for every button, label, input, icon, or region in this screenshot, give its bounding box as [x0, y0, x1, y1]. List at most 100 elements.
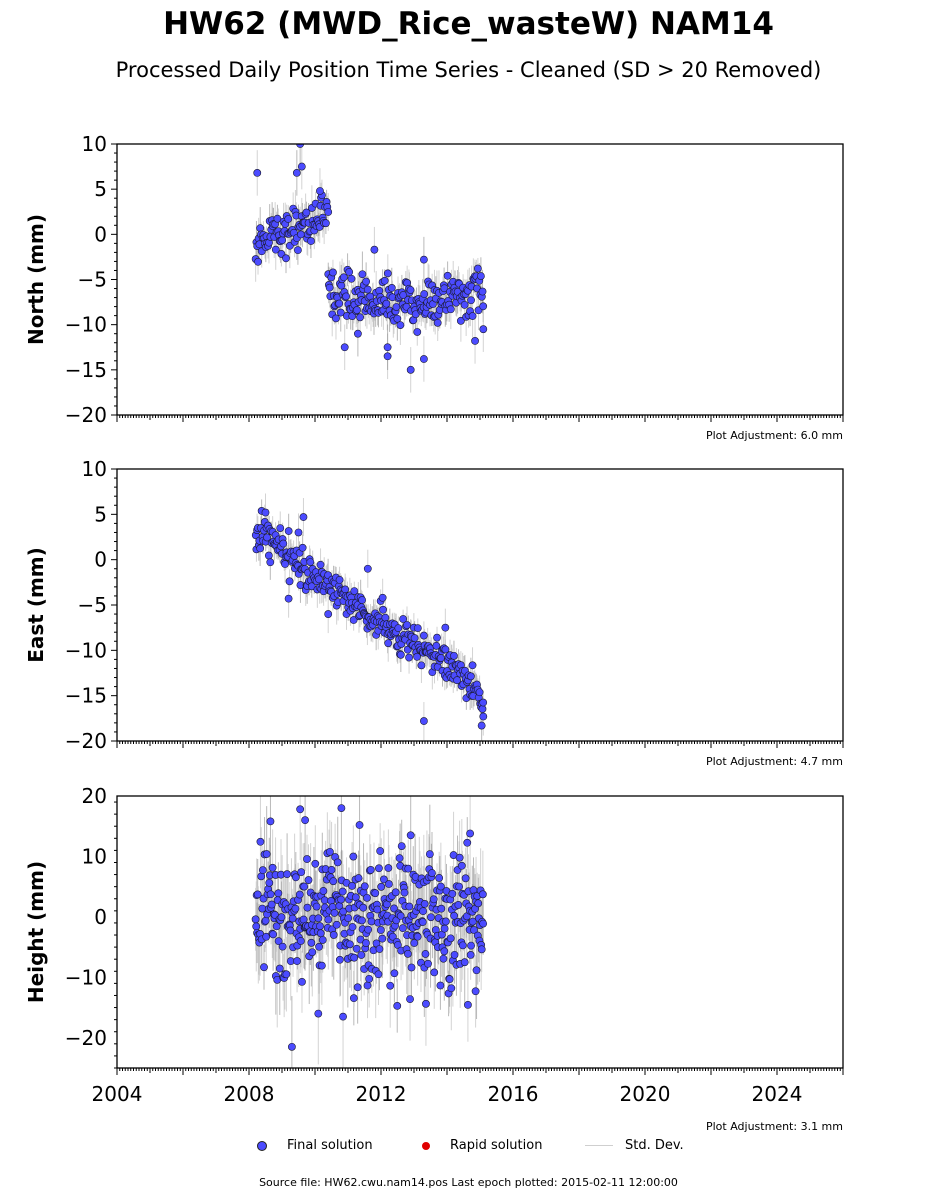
y-tick-label: 0 [94, 548, 107, 572]
data-point [314, 914, 323, 923]
data-point [455, 882, 464, 891]
data-point [477, 721, 486, 730]
data-point [316, 187, 324, 195]
data-point [413, 652, 421, 661]
data-point [325, 283, 334, 292]
data-point [261, 508, 270, 517]
data-point [268, 863, 277, 872]
data-point [413, 932, 422, 941]
legend-std: Std. Dev. [585, 1138, 684, 1153]
data-point [283, 870, 291, 879]
data-point [256, 837, 265, 846]
data-point [277, 913, 286, 922]
data-point [391, 888, 400, 897]
data-point [357, 951, 366, 959]
data-point [342, 292, 351, 301]
data-point [384, 639, 393, 648]
data-point [345, 268, 354, 276]
data-point [390, 969, 399, 978]
data-point [358, 916, 366, 925]
data-point [386, 981, 395, 990]
y-axis-label: Height (mm) [24, 861, 48, 1003]
y-tick-label: 10 [82, 132, 107, 156]
y-axis-label: North (mm) [24, 214, 48, 345]
data-point [433, 633, 441, 642]
data-point [349, 616, 358, 624]
x-tick-label: 2016 [488, 1082, 539, 1106]
data-point [479, 712, 488, 721]
data-point [297, 230, 305, 239]
x-tick-label: 2004 [92, 1082, 143, 1106]
data-point [413, 624, 422, 633]
data-point [466, 672, 475, 681]
data-point [258, 866, 267, 875]
data-point [284, 594, 293, 603]
plot-adjustment-note: Plot Adjustment: 3.1 mm [706, 1120, 843, 1133]
data-point [388, 932, 397, 941]
data-point [376, 926, 385, 934]
data-point [278, 236, 287, 245]
data-point [272, 922, 281, 931]
data-point [421, 950, 430, 958]
data-point [378, 593, 387, 602]
data-point [457, 861, 466, 870]
data-point [296, 805, 305, 814]
data-point [385, 880, 393, 888]
data-point [267, 900, 276, 909]
legend-std-label: Std. Dev. [625, 1138, 684, 1153]
data-point [363, 285, 372, 294]
data-point [337, 281, 346, 290]
data-point [390, 904, 398, 913]
data-point [295, 890, 304, 899]
y-tick-label: −10 [65, 313, 107, 337]
x-tick-label: 2008 [224, 1082, 275, 1106]
data-point [266, 558, 275, 567]
std-dev-bars [255, 144, 484, 393]
data-point [329, 877, 338, 886]
data-point [314, 1009, 323, 1018]
data-point [252, 922, 261, 931]
data-point [332, 314, 340, 323]
data-point [320, 896, 329, 905]
data-point [467, 296, 475, 305]
data-point [338, 887, 347, 896]
data-point [440, 924, 449, 933]
data-point [315, 942, 323, 951]
data-point [329, 268, 337, 277]
x-tick-label: 2020 [620, 1082, 671, 1106]
data-point [478, 890, 487, 899]
data-point [441, 623, 450, 632]
data-point [284, 527, 293, 535]
data-point [378, 934, 387, 943]
data-point [464, 1000, 472, 1009]
data-point [479, 919, 488, 928]
data-point [335, 299, 344, 308]
data-point [419, 255, 428, 264]
data-point [406, 286, 415, 294]
data-point [297, 162, 306, 171]
data-point [335, 575, 344, 584]
data-point [362, 277, 371, 286]
data-point [479, 302, 488, 311]
data-point [324, 915, 333, 924]
data-point [299, 513, 308, 521]
data-point [424, 959, 432, 968]
data-point [337, 804, 346, 812]
data-point [265, 878, 274, 887]
data-point [353, 306, 361, 314]
data-point [405, 902, 414, 911]
data-point [311, 859, 320, 868]
plot-adjustment-note: Plot Adjustment: 6.0 mm [706, 429, 843, 442]
data-point [298, 543, 307, 552]
data-point [349, 852, 358, 861]
y-tick-label: 5 [94, 177, 107, 201]
data-point [404, 864, 413, 873]
data-point [360, 882, 369, 891]
data-point [315, 575, 323, 584]
data-point [371, 889, 380, 898]
data-point [475, 688, 484, 697]
data-point [471, 337, 479, 345]
data-point [316, 560, 325, 569]
data-point [358, 596, 366, 604]
legend-rapid-label: Rapid solution [450, 1138, 543, 1153]
